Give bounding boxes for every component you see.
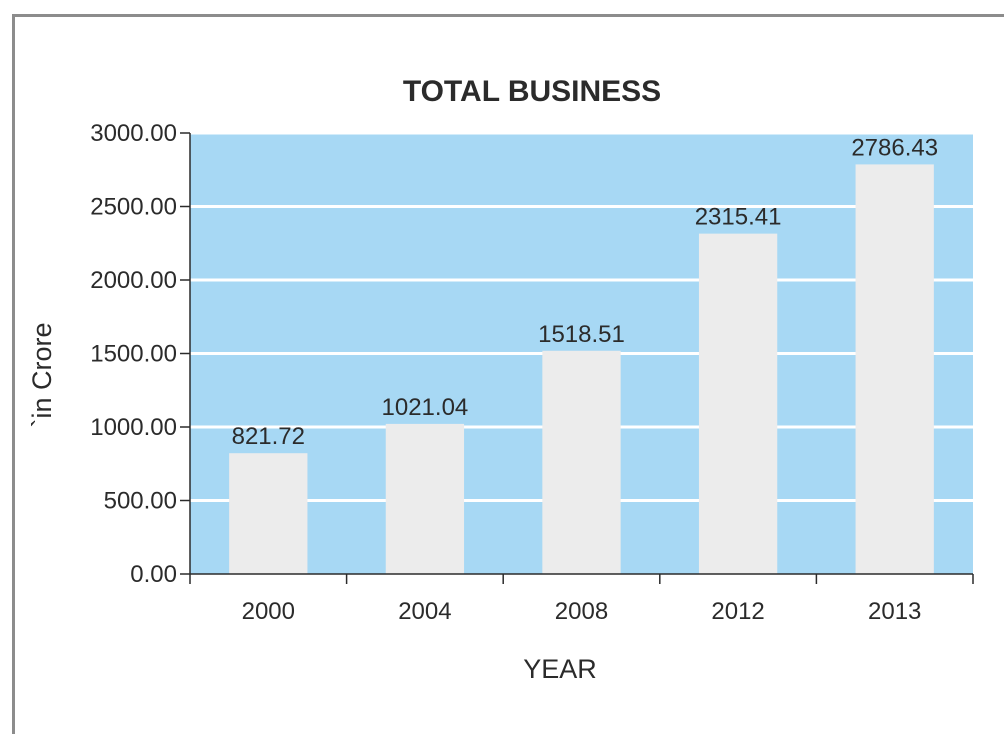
y-tick-label: 0.00	[130, 561, 177, 588]
x-tick-label: 2013	[868, 598, 921, 625]
chart-frame	[12, 14, 1004, 734]
x-tick-label: 2008	[555, 598, 608, 625]
y-axis-title: `in Crore	[27, 322, 57, 427]
bar	[542, 350, 621, 574]
x-axis: 2000 2004 2008 2012 2013	[189, 573, 974, 625]
y-tick-label: 2000.00	[90, 267, 177, 294]
data-label: 2315.41	[695, 204, 782, 231]
y-tick-label: 2500.00	[90, 194, 177, 221]
y-tick-label: 1000.00	[90, 414, 177, 441]
value-labels: 821.72 1021.04 1518.51 2315.41 2786.43	[232, 134, 938, 450]
bar	[229, 453, 308, 574]
x-tick-label: 2000	[242, 598, 295, 625]
data-label: 2786.43	[851, 134, 938, 161]
data-label: 1021.04	[382, 394, 469, 421]
y-tick-label: 1500.00	[90, 341, 177, 368]
data-label: 821.72	[232, 423, 305, 450]
bar-chart: TOTAL BUSINESS 821.72 1021.04 1518.51 2315.…	[27, 75, 974, 684]
y-axis: 0.00 500.00 1000.00 1500.00 2000.00 2500.00 30…	[90, 120, 191, 588]
x-tick-label: 2004	[398, 598, 451, 625]
bar	[698, 233, 778, 574]
bar	[385, 423, 465, 574]
y-tick-label: 3000.00	[90, 120, 177, 147]
bars	[229, 164, 934, 575]
x-axis-title: YEAR	[523, 654, 597, 684]
y-tick-label: 500.00	[104, 488, 177, 515]
data-label: 1518.51	[538, 321, 625, 348]
chart-title: TOTAL BUSINESS	[403, 75, 661, 108]
bar	[855, 164, 934, 575]
x-tick-label: 2012	[711, 598, 764, 625]
